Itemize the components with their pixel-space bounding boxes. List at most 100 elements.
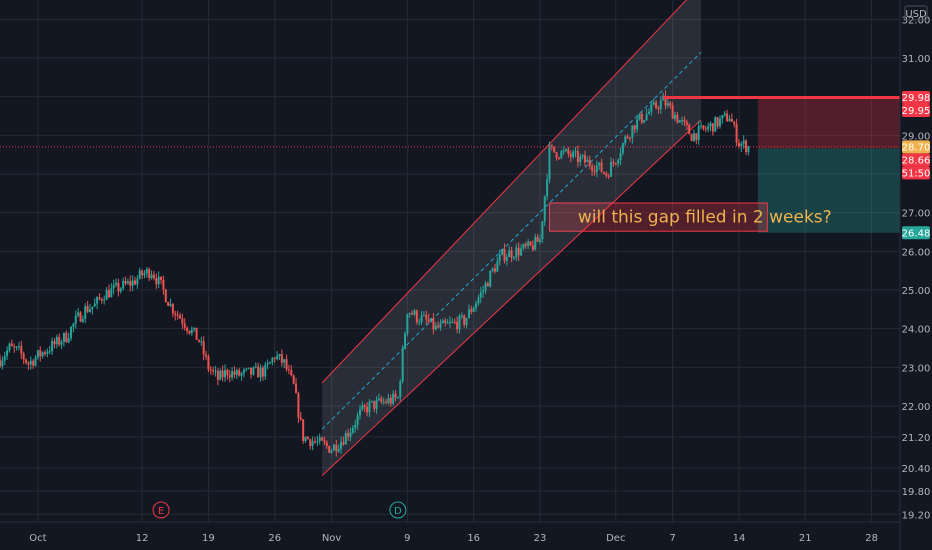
candle-body — [536, 236, 539, 242]
candle-body — [60, 341, 63, 345]
candle-body — [539, 239, 541, 242]
candle-body — [370, 400, 373, 402]
candle-body — [489, 270, 492, 287]
candle-body — [15, 346, 18, 348]
candle-body — [155, 278, 158, 285]
candle-body — [126, 281, 129, 284]
y-tick-label: 21.20 — [902, 433, 931, 444]
y-tick-label: 32.00 — [902, 15, 931, 26]
candle-body — [145, 269, 148, 274]
candle-body — [515, 247, 518, 258]
channel-upper-line[interactable] — [321, 0, 701, 384]
candle-body — [610, 162, 613, 177]
price-label-box — [902, 226, 930, 240]
candle-body — [131, 280, 134, 286]
channel-fill[interactable] — [322, 0, 702, 476]
candle-body — [366, 406, 369, 413]
candle-body — [486, 283, 489, 287]
candle-body — [432, 318, 435, 330]
candle-body — [93, 303, 96, 307]
candle-body — [347, 433, 350, 437]
candle-body — [671, 105, 674, 119]
candle-body — [714, 117, 717, 132]
candle-body — [576, 151, 579, 163]
candle-body — [129, 281, 132, 286]
x-tick-label: 7 — [669, 533, 675, 544]
event-marker[interactable] — [389, 501, 407, 519]
candle-body — [290, 370, 293, 376]
price-label-box — [902, 103, 930, 117]
candle-body — [25, 359, 28, 363]
price-label-box — [902, 140, 930, 154]
candle-body — [48, 351, 51, 353]
candle-body — [271, 358, 274, 363]
gap-box[interactable] — [548, 202, 768, 232]
candle-body — [29, 360, 32, 365]
price-label: 29.98 — [902, 93, 931, 104]
candle-body — [136, 278, 139, 285]
candle-body — [586, 159, 589, 163]
candle-body — [413, 310, 416, 315]
candle-body — [174, 313, 177, 315]
candle-body — [179, 315, 181, 319]
candle-body — [27, 362, 30, 365]
annotation-text[interactable]: will this gap filled in 2 weeks? — [578, 208, 832, 228]
candle-body — [245, 368, 248, 370]
candle-body — [652, 102, 655, 105]
candle-body — [221, 370, 224, 378]
candle-body — [510, 250, 513, 258]
candle-body — [51, 341, 54, 352]
candle-body — [190, 329, 193, 334]
candle-body — [707, 126, 710, 130]
candle-body — [411, 312, 414, 315]
channel-lower-line[interactable] — [321, 119, 702, 476]
y-tick-label: 27.00 — [902, 209, 931, 220]
candle-body — [496, 261, 499, 272]
candle-body — [529, 241, 532, 246]
x-tick-label: 23 — [534, 533, 547, 544]
candle-body — [747, 146, 750, 153]
candle-body — [392, 393, 395, 404]
candle-body — [314, 441, 316, 443]
candle-body — [46, 351, 49, 354]
y-tick-label: 26.00 — [902, 247, 931, 258]
x-tick-label: 12 — [136, 533, 149, 544]
candle-body — [508, 250, 511, 257]
candle-body — [692, 133, 695, 141]
candle-body — [581, 155, 584, 157]
candle-body — [562, 150, 565, 152]
candle-body — [235, 370, 238, 375]
candle-body — [238, 370, 241, 376]
candle-body — [477, 297, 480, 304]
candle-body — [103, 299, 106, 301]
candle-body — [451, 321, 454, 323]
candle-body — [3, 356, 6, 361]
event-marker[interactable] — [152, 501, 170, 519]
candle-body — [252, 367, 255, 375]
candle-body — [186, 327, 189, 331]
candle-body — [683, 120, 686, 122]
candle-body — [449, 322, 451, 324]
candle-body — [553, 146, 556, 153]
candle-body — [664, 95, 667, 106]
candle-body — [638, 113, 641, 120]
price-label: 28.70 — [902, 142, 931, 153]
candle-body — [541, 221, 544, 240]
candle-body — [79, 312, 82, 322]
currency-badge[interactable] — [904, 5, 928, 21]
candle-body — [557, 157, 560, 159]
x-tick-label: 28 — [865, 533, 878, 544]
candle-body — [676, 114, 679, 123]
price-label-box — [902, 90, 930, 104]
candle-body — [124, 280, 127, 284]
candle-body — [363, 405, 366, 407]
candle-body — [1, 360, 4, 367]
candle-body — [501, 249, 504, 255]
candle-body — [266, 363, 269, 366]
candle-body — [342, 442, 345, 445]
x-tick-label: Oct — [29, 533, 46, 544]
candle-body — [344, 433, 347, 445]
candle-body — [53, 341, 56, 345]
